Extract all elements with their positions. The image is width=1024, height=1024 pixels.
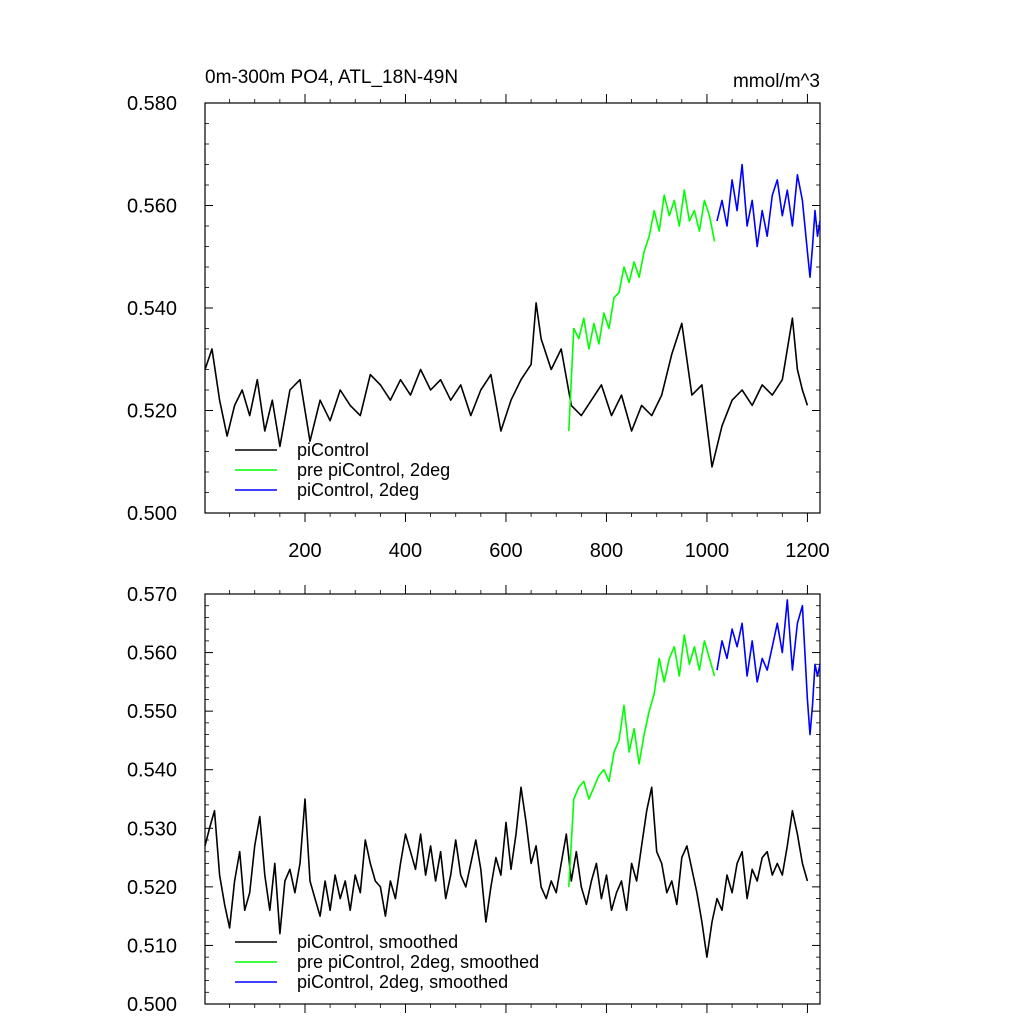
plot-units: mmol/m^3 xyxy=(733,71,820,92)
x-tick-label: 1000 xyxy=(685,540,730,562)
series-line-picontrol xyxy=(204,302,809,468)
bottom-panel-smoothed-series: 0.500 0.510 0.520 0.530 0.540 0.550 0.560 0.570… xyxy=(127,584,821,1016)
series-line-picontrol-2deg-smoothed xyxy=(716,599,821,736)
y-tick-label: 0.540 xyxy=(127,760,177,782)
series-line-picontrol-smoothed xyxy=(204,786,809,958)
series-line-pre-picontrol-2deg-smoothed xyxy=(568,634,716,887)
y-tick-label: 0.550 xyxy=(127,701,177,723)
x-tick-label: 600 xyxy=(489,540,522,562)
y-tick-label: 0.560 xyxy=(127,196,177,218)
y-tick-label: 0.520 xyxy=(127,401,177,423)
y-tick-label: 0.510 xyxy=(127,935,177,957)
tick-layer: 0.500 0.510 0.520 0.530 0.540 0.550 0.560 0.570 xyxy=(127,584,820,1016)
y-tick-label: 0.500 xyxy=(127,503,177,525)
series-layer xyxy=(204,599,821,958)
y-tick-label: 0.500 xyxy=(127,994,177,1016)
x-tick-label: 800 xyxy=(590,540,623,562)
plot-title: 0m-300m PO4, ATL_18N-49N xyxy=(205,67,458,88)
y-tick-label: 0.570 xyxy=(127,584,177,606)
y-tick-label: 0.580 xyxy=(127,93,177,115)
legend: piControl pre piControl, 2deg piControl,… xyxy=(235,440,450,500)
y-tick-label: 0.520 xyxy=(127,877,177,899)
series-line-pre-picontrol-2deg xyxy=(568,189,716,432)
tick-layer: 0.500 0.520 0.540 0.560 0.580 200 400 600 800 100… xyxy=(127,93,830,562)
plot-frame xyxy=(204,593,821,1005)
top-panel-raw-series: 0m-300m PO4, ATL_18N-49N mmol/m^3 0.5000… xyxy=(127,67,830,562)
legend-label-picontrol-2deg: piControl, 2deg xyxy=(297,480,419,500)
y-tick-label: 0.540 xyxy=(127,298,177,320)
legend-label-pre-picontrol: pre piControl, 2deg xyxy=(297,460,450,480)
legend-label-picontrol: piControl xyxy=(297,440,369,460)
y-tick-label: 0.530 xyxy=(127,818,177,840)
x-tick-label: 400 xyxy=(389,540,422,562)
series-layer xyxy=(204,163,821,468)
legend: piControl, smoothed pre piControl, 2deg,… xyxy=(235,932,539,992)
x-tick-label: 1200 xyxy=(785,540,830,562)
y-tick-label: 0.560 xyxy=(127,643,177,665)
x-tick-label: 200 xyxy=(288,540,321,562)
legend-label-picontrol-smoothed: piControl, smoothed xyxy=(297,932,458,952)
legend-label-picontrol-2deg-smoothed: piControl, 2deg, smoothed xyxy=(297,972,508,992)
series-line-picontrol-2deg xyxy=(716,163,821,279)
legend-label-pre-picontrol-smoothed: pre piControl, 2deg, smoothed xyxy=(297,952,539,972)
